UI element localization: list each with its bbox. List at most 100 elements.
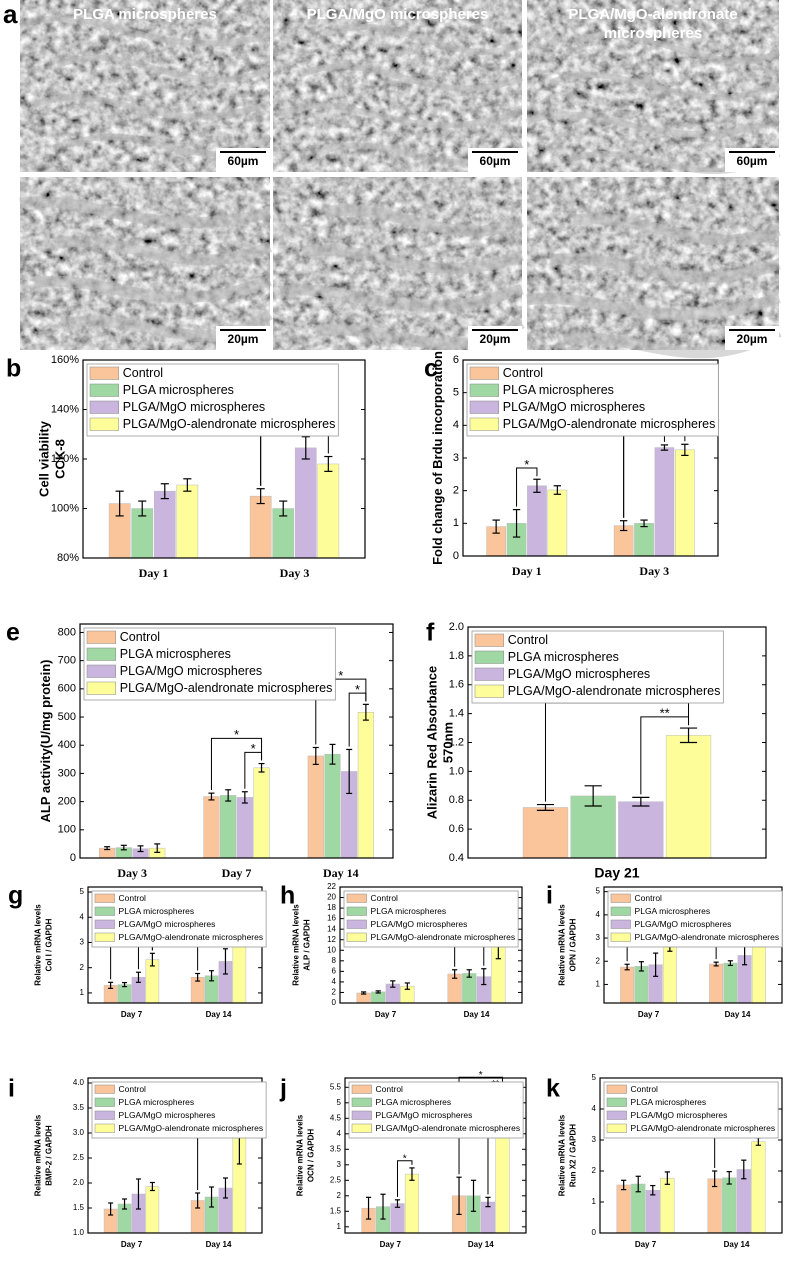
bar — [117, 984, 132, 1004]
error-bar — [115, 490, 124, 517]
y-tick-label: 5 — [592, 1073, 597, 1082]
sig-label: * — [234, 727, 239, 742]
x-tick-label: Day 14 — [206, 1240, 232, 1249]
error-bar — [225, 789, 232, 802]
y-tick-label: 3.5 — [73, 1103, 85, 1112]
y-tick-label: 4 — [332, 977, 337, 986]
panel-letter: e — [6, 619, 20, 647]
error-bar — [533, 478, 541, 493]
legend-swatch — [610, 906, 631, 916]
legend-swatch — [94, 1123, 115, 1133]
sig-bracket — [210, 737, 263, 791]
bar — [616, 1184, 631, 1234]
legend-label: Control — [119, 893, 147, 903]
y-tick-label: 8 — [332, 956, 337, 965]
bar — [371, 991, 386, 1004]
scale-bar-label: 20µm — [228, 332, 259, 346]
plot-frame — [79, 623, 394, 859]
sig-label: * — [251, 741, 256, 756]
y-tick-label: 1.4 — [449, 708, 464, 720]
x-tick-label: Day 7 — [380, 1240, 402, 1249]
legend-label: PLGA/MgO-alendronate microspheres — [371, 932, 516, 942]
y-tick-label: 1.0 — [449, 765, 464, 777]
sig-label: * — [338, 668, 343, 683]
membrane-strand — [33, 275, 272, 304]
bar — [253, 767, 270, 859]
y-tick-label: 1.8 — [449, 650, 464, 662]
bar — [547, 489, 568, 557]
error-bar — [365, 1196, 372, 1220]
legend-label: PLGA microspheres — [376, 1097, 452, 1107]
legend-label: Control — [503, 366, 543, 380]
legend-swatch — [469, 366, 499, 380]
legend-swatch — [86, 630, 116, 644]
panel-letter: g — [8, 882, 23, 910]
legend-label: PLGA/MgO-alendronate microspheres — [119, 1123, 264, 1133]
y-tick-label: 1 — [596, 980, 601, 989]
legend-label: PLGA microspheres — [119, 1097, 195, 1107]
y-tick-label: 3 — [596, 933, 601, 942]
legend-label: PLGA microspheres — [123, 383, 234, 397]
y-axis-label: Run X2 / GAPDH — [569, 1124, 578, 1187]
y-tick-label: 600 — [58, 683, 76, 695]
sig-bracket — [315, 678, 367, 745]
sig-label: * — [403, 1153, 407, 1164]
bar — [236, 797, 253, 859]
bar — [203, 796, 220, 859]
x-tick-label: Day 7 — [121, 1240, 143, 1249]
legend-label: PLGA/MgO-alendronate microspheres — [123, 417, 336, 431]
y-tick-label: 1 — [80, 988, 85, 997]
legend-label: Control — [635, 893, 663, 903]
y-tick-label: 4.5 — [330, 1113, 342, 1122]
error-bar — [241, 791, 248, 804]
y-axis-label: Relative mRNA levels — [34, 904, 43, 986]
x-tick-label: Day 7 — [121, 1010, 143, 1019]
membrane-strand — [55, 54, 272, 83]
legend-swatch — [610, 932, 631, 942]
bar — [751, 1141, 766, 1234]
panel-letter: c — [424, 355, 438, 383]
legend-label: PLGA/MgO microspheres — [123, 400, 265, 414]
error-bar — [108, 981, 114, 989]
error-bar — [104, 846, 111, 851]
y-tick-label: 0 — [592, 1228, 597, 1237]
error-bar — [409, 1167, 415, 1181]
y-tick-label: 0.8 — [449, 794, 464, 806]
legend-label: PLGA/MgO-alendronate microspheres — [120, 681, 333, 695]
y-tick-label: 80% — [57, 552, 79, 564]
error-bar — [653, 952, 659, 977]
x-tick-label: Day 7 — [638, 1010, 660, 1019]
y-axis-label: OPN / GAPDH — [569, 918, 578, 971]
y-tick-label: 0 — [453, 550, 459, 562]
legend-swatch — [89, 400, 119, 414]
legend-swatch — [94, 919, 115, 929]
error-bar — [466, 969, 472, 978]
membrane-strand — [19, 196, 272, 229]
legend-swatch — [469, 417, 499, 431]
legend-label: PLGA/MgO microspheres — [119, 919, 216, 929]
y-tick-label: 4.0 — [73, 1078, 85, 1087]
bar — [522, 807, 569, 859]
error-bar — [619, 520, 628, 532]
legend-swatch — [469, 383, 499, 397]
legend-label: PLGA/MgO microspheres — [120, 664, 262, 678]
membrane-strand — [571, 32, 781, 64]
error-bar — [660, 444, 669, 451]
error-bar — [380, 1193, 386, 1220]
legend-label: PLGA/MgO microspheres — [119, 1110, 216, 1120]
x-tick-label: Day 21 — [594, 865, 639, 881]
y-tick-label: 3.5 — [330, 1144, 342, 1153]
legend-label: PLGA/MgO microspheres — [376, 1110, 473, 1120]
y-tick-label: 2 — [332, 988, 337, 997]
y-tick-label: 2.0 — [449, 621, 464, 633]
error-bar — [553, 485, 562, 495]
plot-frame — [467, 626, 767, 859]
error-bar — [456, 1176, 462, 1216]
scale-bar-label: 60µm — [737, 154, 768, 168]
y-tick-label: 2 — [337, 1191, 342, 1200]
y-tick-label: 6 — [332, 966, 337, 975]
image-title: PLGA/MgO microspheres — [307, 6, 489, 23]
y-tick-label: 4 — [453, 419, 459, 431]
x-tick-label: Day 7 — [635, 1240, 657, 1249]
